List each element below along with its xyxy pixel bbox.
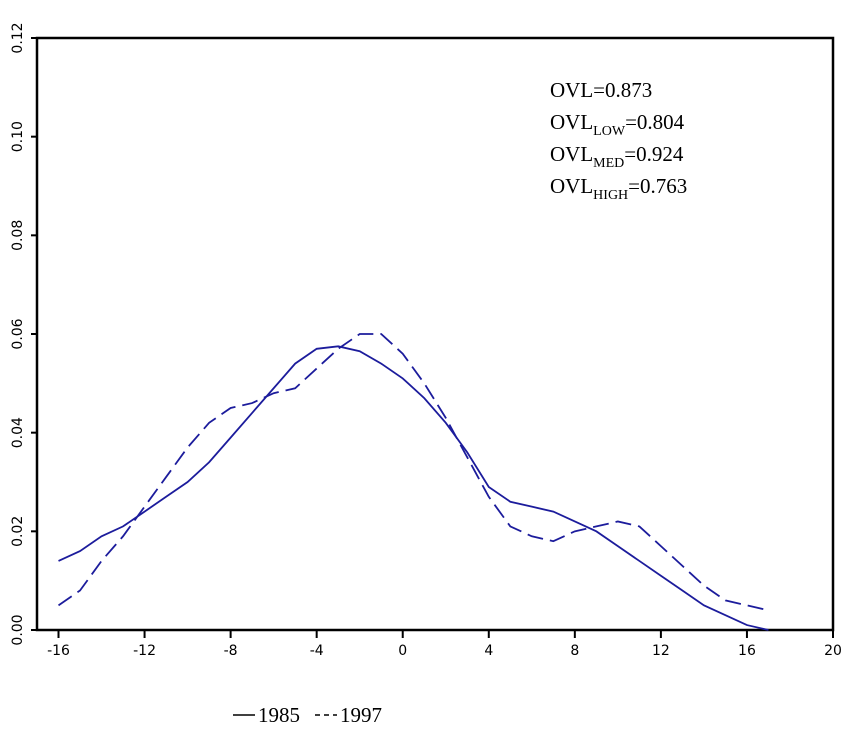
x-tick-label: -12 [133,643,156,659]
x-tick-label: 16 [738,643,756,659]
plot-frame [35,36,835,632]
x-tick-label: 0 [398,643,407,659]
y-tick-label: 0.10 [10,121,26,152]
annotation: OVL=0.873 [550,78,652,102]
annotation: OVLMED=0.924 [550,142,684,171]
x-tick-label: 12 [652,643,670,659]
annotation-value: =0.763 [628,174,687,198]
annotation: OVLLOW=0.804 [550,110,685,139]
annotation-sub: MED [593,156,624,171]
annotation-sub: LOW [593,124,626,139]
annotation: OVLHIGH=0.763 [550,174,687,203]
x-tick-label: 4 [484,643,493,659]
x-tick-label: -4 [310,643,324,659]
y-tick-label: 0.06 [10,318,26,349]
line-series [58,345,769,631]
legend-label: 1985 [258,703,300,727]
line-series [58,333,769,612]
y-tick-label: 0.02 [10,516,26,547]
x-tick-label: 8 [570,643,579,659]
y-tick-label: 0.08 [10,220,26,251]
annotation-main: OVL [550,174,593,198]
y-tick-label: 0.00 [10,614,26,645]
annotation-main: OVL [550,142,593,166]
y-tick-label: 0.12 [10,22,26,53]
annotation-main: OVL [550,110,593,134]
x-tick-label: -8 [224,643,238,659]
legend-label: 1997 [340,703,382,727]
annotation-value: =0.873 [593,78,652,102]
x-tick-label: 20 [824,643,842,659]
annotation-sub: HIGH [593,188,628,203]
annotation-value: =0.804 [625,110,685,134]
annotation-value: =0.924 [624,142,684,166]
x-tick-label: -16 [47,643,70,659]
y-tick-label: 0.04 [10,417,26,448]
annotation-main: OVL [550,78,593,102]
